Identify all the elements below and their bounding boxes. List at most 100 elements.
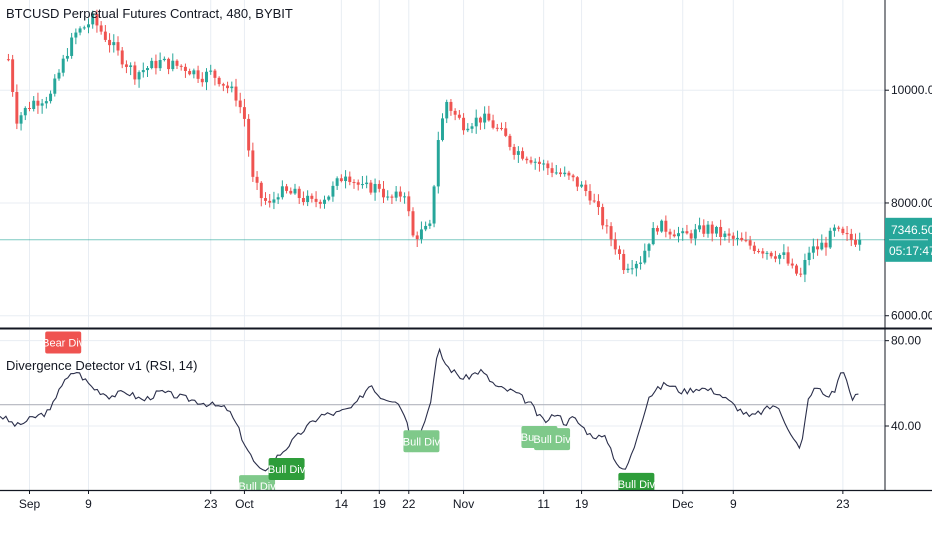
candle-body [849,233,853,240]
div-label-text: Bull Div [403,436,441,448]
candle-body [226,85,230,89]
div-label-box [403,430,440,453]
candle-body [394,191,398,198]
candle-body [702,225,706,234]
candle-body [259,182,263,199]
candle-body [373,183,377,193]
candle-body [445,101,449,119]
candle-body [584,184,588,192]
time-axis-label: Nov [453,497,474,511]
candle-body [162,58,166,61]
candle-body [53,78,57,94]
candle-body [622,253,626,271]
candle-body [491,120,495,128]
candle-body [424,225,428,230]
candle-body [618,249,621,254]
candle-body [634,263,638,269]
candle-body [221,84,225,86]
candle-body [651,227,655,245]
candle-body [512,146,516,155]
indicator-title: Divergence Detector v1 (RSI, 14) [6,358,198,373]
time-axis-label: 19 [575,497,589,511]
time-axis-label: 23 [836,497,850,511]
candle-body [816,246,820,250]
candle-body [129,65,133,67]
candle-body [285,186,289,191]
candle-body [449,101,453,111]
candle-body [154,60,158,69]
candle-body [592,200,596,202]
candle-body [331,185,335,197]
candle-body [508,135,512,147]
candle-body [639,262,643,264]
candle-body [82,27,86,29]
candle-body [6,59,10,61]
candle-body [478,117,482,123]
candle-body [516,151,520,155]
candle-body [782,252,786,255]
candle-body [398,191,402,197]
last-price-label: 7346.50 [891,223,932,237]
div-label-text: Bull Div [533,434,571,446]
candle-body [310,195,314,199]
candle-body [786,252,790,264]
candle-body [655,227,659,232]
time-axis-label: Dec [672,497,693,511]
candle-body [352,182,356,184]
candle-body [537,161,541,164]
candle-body [858,239,862,245]
candle-body [765,252,769,254]
candle-body [419,229,423,240]
candle-body [247,118,251,151]
candle-body [323,199,326,204]
candle-body [845,233,849,235]
div-label-box [45,331,82,354]
candle-body [95,14,99,26]
candle-body [832,227,836,231]
candle-body [28,107,31,109]
countdown-label: 05:17:47 [889,244,932,258]
candle-body [761,251,765,254]
candle-body [78,28,82,33]
candle-body [167,58,171,70]
candle-body [727,233,731,236]
candle-body [327,196,331,200]
candle-body [470,126,474,129]
candle-body [200,78,204,83]
candle-body [554,172,558,174]
candles-group [6,9,862,283]
time-axis-bg [0,491,885,550]
candle-body [811,246,815,253]
candle-body [474,117,478,127]
candle-body [217,77,221,85]
candle-body [807,252,811,260]
bull-div-label: Bull Div [403,430,441,453]
candle-body [453,110,457,115]
candle-body [57,72,61,79]
candle-body [571,175,575,178]
candle-body [238,100,242,108]
candle-body [251,150,255,177]
candle-body [457,114,461,118]
candle-body [605,225,609,227]
candle-body [613,239,617,250]
candle-body [44,101,48,104]
candle-body [820,242,824,250]
candle-body [647,244,651,251]
candle-body [15,91,19,124]
candle-body [230,86,234,89]
rsi-axis-label: 80.00 [891,334,921,348]
candle-body [466,128,470,131]
candle-body [23,107,27,116]
candle-body [87,24,90,28]
candle-body [183,66,187,72]
candle-body [500,128,503,130]
price-axis-bg [885,0,932,550]
candle-body [681,231,685,234]
candle-body [112,42,116,46]
candle-body [428,223,432,226]
candle-body [559,172,562,175]
candle-body [65,55,69,59]
candle-body [521,151,525,159]
candle-body [390,196,394,198]
